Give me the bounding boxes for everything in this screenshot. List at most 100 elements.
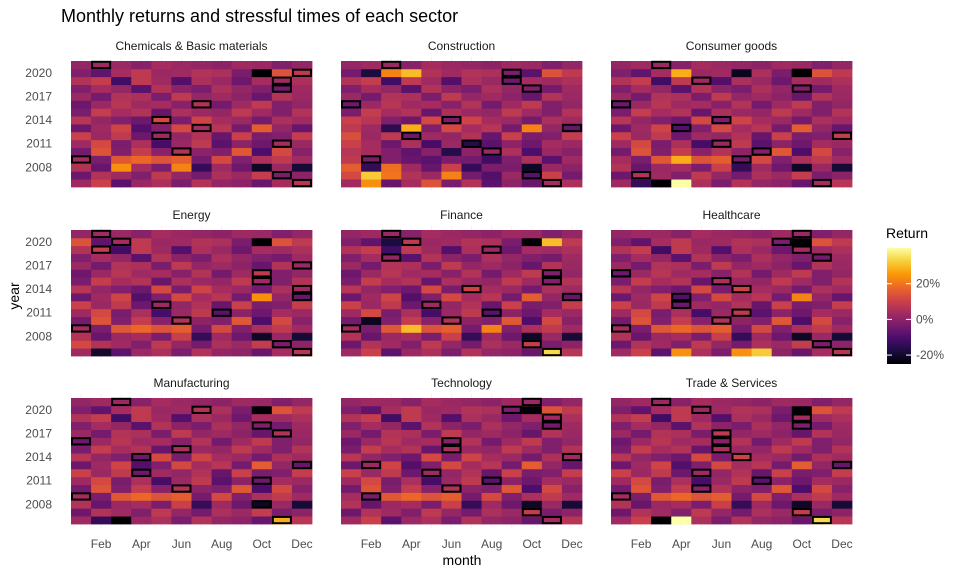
heatmap-cell — [521, 237, 543, 247]
heatmap-cell — [421, 476, 442, 486]
stress-box — [731, 284, 752, 294]
heatmap-cell — [481, 155, 503, 164]
stress-box — [711, 445, 732, 454]
heatmap-cell — [731, 398, 752, 407]
y-tick-label: 2008 — [25, 329, 52, 343]
heatmap-cell — [401, 100, 422, 109]
heatmap-cell — [541, 316, 563, 325]
heatmap-cell — [251, 131, 273, 141]
stress-box — [171, 484, 192, 493]
heatmap-cell — [151, 61, 172, 70]
stress-box — [831, 131, 853, 140]
stress-box — [271, 139, 292, 148]
heatmap-cell — [631, 171, 652, 180]
heatmap-cell — [291, 332, 313, 341]
heatmap-cell — [611, 84, 632, 93]
heatmap-cell — [151, 429, 172, 438]
heatmap-cell — [671, 429, 692, 438]
heatmap-cell — [631, 324, 652, 333]
heatmap-cell — [831, 253, 853, 262]
heatmap-cell — [291, 516, 313, 525]
heatmap-cell — [651, 500, 672, 509]
heatmap-cell — [691, 155, 712, 164]
heatmap-cell — [251, 332, 273, 341]
heatmap-cell — [611, 461, 632, 470]
heatmap-cell — [501, 277, 523, 286]
heatmap-cell — [231, 61, 253, 70]
heatmap-cell — [211, 124, 233, 133]
heatmap-cell — [251, 269, 273, 278]
heatmap-cell — [791, 405, 813, 415]
stress-box — [691, 76, 712, 85]
heatmap-cell — [791, 293, 813, 302]
heatmap-cell — [231, 332, 253, 341]
heatmap-cell — [271, 179, 293, 188]
heatmap-cell — [131, 163, 152, 172]
heatmap-cell — [211, 316, 233, 325]
heatmap-cell — [671, 300, 692, 310]
heatmap-cell — [251, 340, 273, 349]
heatmap-cell — [671, 131, 692, 141]
heatmap-cell — [731, 445, 752, 454]
stress-box — [151, 115, 172, 125]
heatmap-cell — [751, 293, 773, 302]
heatmap-cell — [291, 139, 313, 149]
heatmap-cell — [791, 492, 813, 501]
heatmap-cell — [131, 171, 152, 180]
y-tick-label: 2020 — [25, 403, 52, 417]
heatmap-cell — [731, 147, 752, 156]
heatmap-cell — [211, 171, 233, 180]
heatmap-cell — [811, 155, 833, 164]
heatmap-cell — [401, 300, 422, 310]
heatmap-cell — [421, 453, 442, 462]
heatmap-cell — [811, 179, 833, 188]
heatmap-cell — [481, 516, 503, 525]
heatmap-cell — [631, 437, 652, 446]
heatmap-cell — [561, 179, 583, 188]
heatmap-cell — [811, 437, 833, 446]
stress-box — [291, 178, 312, 188]
heatmap-cell — [831, 68, 853, 78]
heatmap-cell — [211, 277, 233, 286]
stress-box — [481, 147, 502, 156]
heatmap-cell — [171, 437, 192, 446]
heatmap-cell — [341, 61, 362, 70]
stress-box — [91, 245, 112, 254]
heatmap-cell — [791, 468, 813, 478]
heatmap-cell — [751, 261, 773, 270]
heatmap-cell — [501, 500, 523, 509]
heatmap-cell — [611, 269, 632, 278]
heatmap-cell — [831, 277, 853, 286]
heatmap-cell — [811, 500, 833, 509]
heatmap-cell — [651, 171, 672, 180]
heatmap-cell — [91, 508, 112, 517]
heatmap-cell — [711, 230, 732, 239]
stress-box — [381, 253, 402, 262]
heatmap-cell — [751, 476, 773, 486]
heatmap-cell — [461, 285, 482, 294]
heatmap-cell — [251, 348, 273, 357]
heatmap-cell — [541, 179, 563, 188]
heatmap-cell — [441, 461, 462, 470]
heatmap-cell — [711, 461, 732, 470]
heatmap-cell — [561, 261, 583, 270]
heatmap-cell — [561, 277, 583, 286]
heatmap-cell — [401, 108, 422, 117]
heatmap-cell — [271, 492, 293, 501]
stress-box — [151, 300, 172, 309]
heatmap-cell — [361, 398, 382, 407]
heatmap-cell — [651, 124, 672, 133]
heatmap-cell — [131, 437, 152, 446]
heatmap-cell — [481, 461, 503, 470]
heatmap-cell — [831, 163, 853, 172]
heatmap-cell — [71, 429, 92, 438]
heatmap-cell — [481, 92, 503, 101]
heatmap-cell — [631, 500, 652, 509]
heatmap-cell — [481, 139, 503, 149]
x-tick-label: Oct — [252, 537, 271, 551]
heatmap-cell — [421, 116, 442, 125]
heatmap-cell — [131, 116, 152, 125]
heatmap-cell — [731, 285, 752, 294]
heatmap-cell — [91, 492, 112, 501]
stress-box — [791, 84, 812, 93]
